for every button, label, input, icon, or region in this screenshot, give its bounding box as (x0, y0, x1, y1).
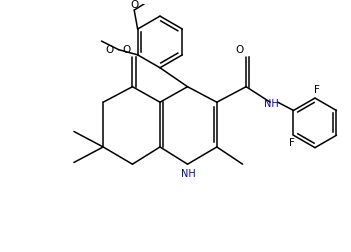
Text: F: F (314, 85, 320, 96)
Text: O: O (106, 45, 114, 55)
Text: NH: NH (181, 169, 196, 179)
Text: O: O (130, 0, 138, 10)
Text: NH: NH (264, 99, 278, 109)
Text: F: F (289, 138, 295, 148)
Text: O: O (122, 45, 130, 55)
Text: O: O (236, 45, 244, 55)
